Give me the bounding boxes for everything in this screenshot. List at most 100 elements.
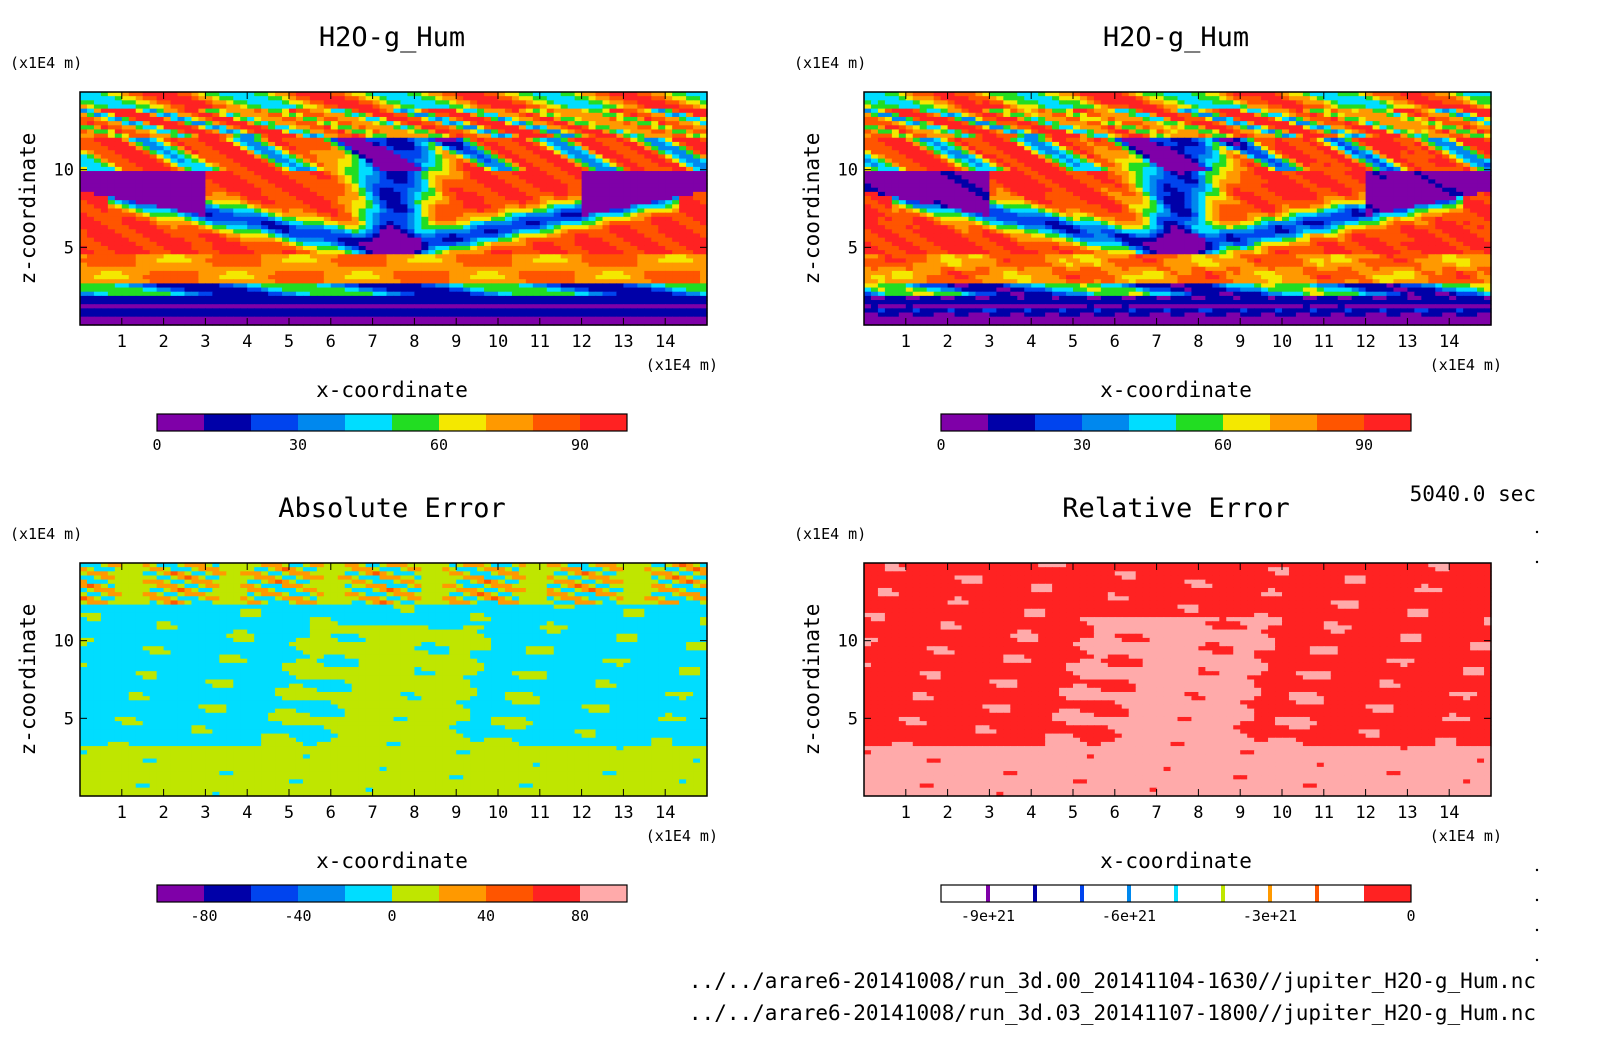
- heatmap-cell: [100, 312, 109, 318]
- heatmap-cell: [658, 312, 666, 318]
- heatmap-cell: [309, 200, 318, 205]
- heatmap-cell: [574, 275, 583, 280]
- heatmap-cell: [588, 254, 597, 260]
- heatmap-cell: [268, 212, 276, 218]
- heatmap-cell: [302, 258, 311, 264]
- heatmap-cell: [421, 141, 429, 147]
- heatmap-cell: [609, 212, 618, 218]
- heatmap-cell: [400, 100, 409, 106]
- heatmap-cell: [198, 320, 206, 326]
- heatmap-cell: [686, 191, 694, 197]
- heatmap-cell: [372, 287, 381, 293]
- heatmap-cell: [435, 150, 443, 156]
- heatmap-cell: [630, 250, 638, 255]
- heatmap-cell: [470, 291, 478, 297]
- heatmap-cell: [261, 166, 269, 172]
- heatmap-cell: [205, 208, 213, 214]
- heatmap-cell: [275, 121, 283, 126]
- heatmap-cell: [198, 304, 206, 309]
- heatmap-cell: [539, 279, 548, 284]
- heatmap-cell: [470, 112, 478, 118]
- heatmap-cell: [630, 304, 638, 309]
- heatmap-cell: [247, 204, 255, 210]
- heatmap-cell: [163, 320, 172, 326]
- heatmap-cell: [588, 283, 597, 289]
- heatmap-cell: [80, 129, 88, 135]
- heatmap-cell: [498, 146, 506, 151]
- heatmap-cell: [365, 116, 374, 122]
- heatmap-cell: [679, 229, 687, 235]
- heatmap-cell: [114, 183, 123, 189]
- heatmap-cell: [665, 300, 673, 305]
- heatmap-cell: [233, 183, 241, 189]
- heatmap-cell: [442, 258, 450, 264]
- heatmap-cell: [323, 162, 332, 168]
- heatmap-cell: [637, 146, 645, 151]
- heatmap-cell: [337, 208, 346, 214]
- heatmap-cell: [184, 208, 193, 214]
- heatmap-cell: [393, 191, 402, 197]
- heatmap-cell: [358, 237, 367, 243]
- heatmap-cell: [484, 262, 492, 268]
- heatmap-cell: [337, 279, 346, 284]
- heatmap-cell: [400, 125, 409, 131]
- heatmap-cell: [302, 254, 311, 260]
- heatmap-cell: [184, 233, 193, 239]
- heatmap-cell: [128, 312, 137, 318]
- heatmap-cell: [177, 275, 186, 280]
- heatmap-cell: [428, 233, 436, 239]
- heatmap-cell: [226, 270, 234, 276]
- heatmap-cell: [247, 266, 255, 272]
- heatmap-cell: [637, 241, 645, 247]
- heatmap-cell: [525, 212, 534, 218]
- heatmap-cell: [163, 208, 172, 214]
- heatmap-cell: [700, 225, 708, 230]
- heatmap-cell: [651, 250, 659, 255]
- heatmap-cell: [407, 241, 415, 247]
- heatmap-cell: [442, 316, 450, 322]
- heatmap-cell: [149, 171, 158, 176]
- heatmap-cell: [93, 320, 102, 326]
- heatmap-cell: [365, 125, 374, 131]
- heatmap-cell: [275, 208, 283, 214]
- heatmap-cell: [135, 208, 144, 214]
- heatmap-cell: [588, 204, 597, 210]
- heatmap-cell: [442, 204, 450, 210]
- heatmap-cell: [86, 146, 95, 151]
- heatmap-cell: [198, 171, 206, 176]
- heatmap-cell: [170, 100, 179, 106]
- heatmap-cell: [630, 204, 638, 210]
- heatmap-cell: [693, 312, 701, 318]
- heatmap-cell: [135, 154, 144, 160]
- heatmap-cell: [484, 266, 492, 272]
- heatmap-cell: [309, 270, 318, 276]
- heatmap-cell: [121, 304, 130, 309]
- heatmap-cell: [107, 316, 116, 322]
- heatmap-cell: [100, 270, 109, 276]
- heatmap-cell: [233, 191, 241, 197]
- heatmap-cell: [644, 175, 652, 180]
- heatmap-cell: [337, 166, 346, 172]
- heatmap-cell: [407, 208, 415, 214]
- heatmap-cell: [80, 112, 88, 118]
- heatmap-cell: [142, 196, 151, 201]
- heatmap-cell: [142, 304, 151, 309]
- heatmap-cell: [525, 229, 534, 235]
- heatmap-cell: [240, 162, 248, 168]
- heatmap-cell: [107, 254, 116, 260]
- heatmap-cell: [163, 133, 172, 139]
- heatmap-cell: [212, 108, 220, 114]
- heatmap-cell: [156, 187, 165, 193]
- heatmap-cell: [463, 262, 471, 268]
- heatmap-cell: [205, 258, 213, 264]
- heatmap-cell: [665, 171, 673, 176]
- heatmap-cell: [80, 175, 88, 180]
- heatmap-cell: [128, 216, 137, 222]
- heatmap-cell: [679, 166, 687, 172]
- heatmap-cell: [553, 262, 562, 268]
- heatmap-cell: [532, 171, 541, 176]
- heatmap-cell: [442, 245, 450, 251]
- heatmap-cell: [546, 137, 555, 143]
- heatmap-cell: [658, 200, 666, 205]
- heatmap-cell: [184, 287, 193, 293]
